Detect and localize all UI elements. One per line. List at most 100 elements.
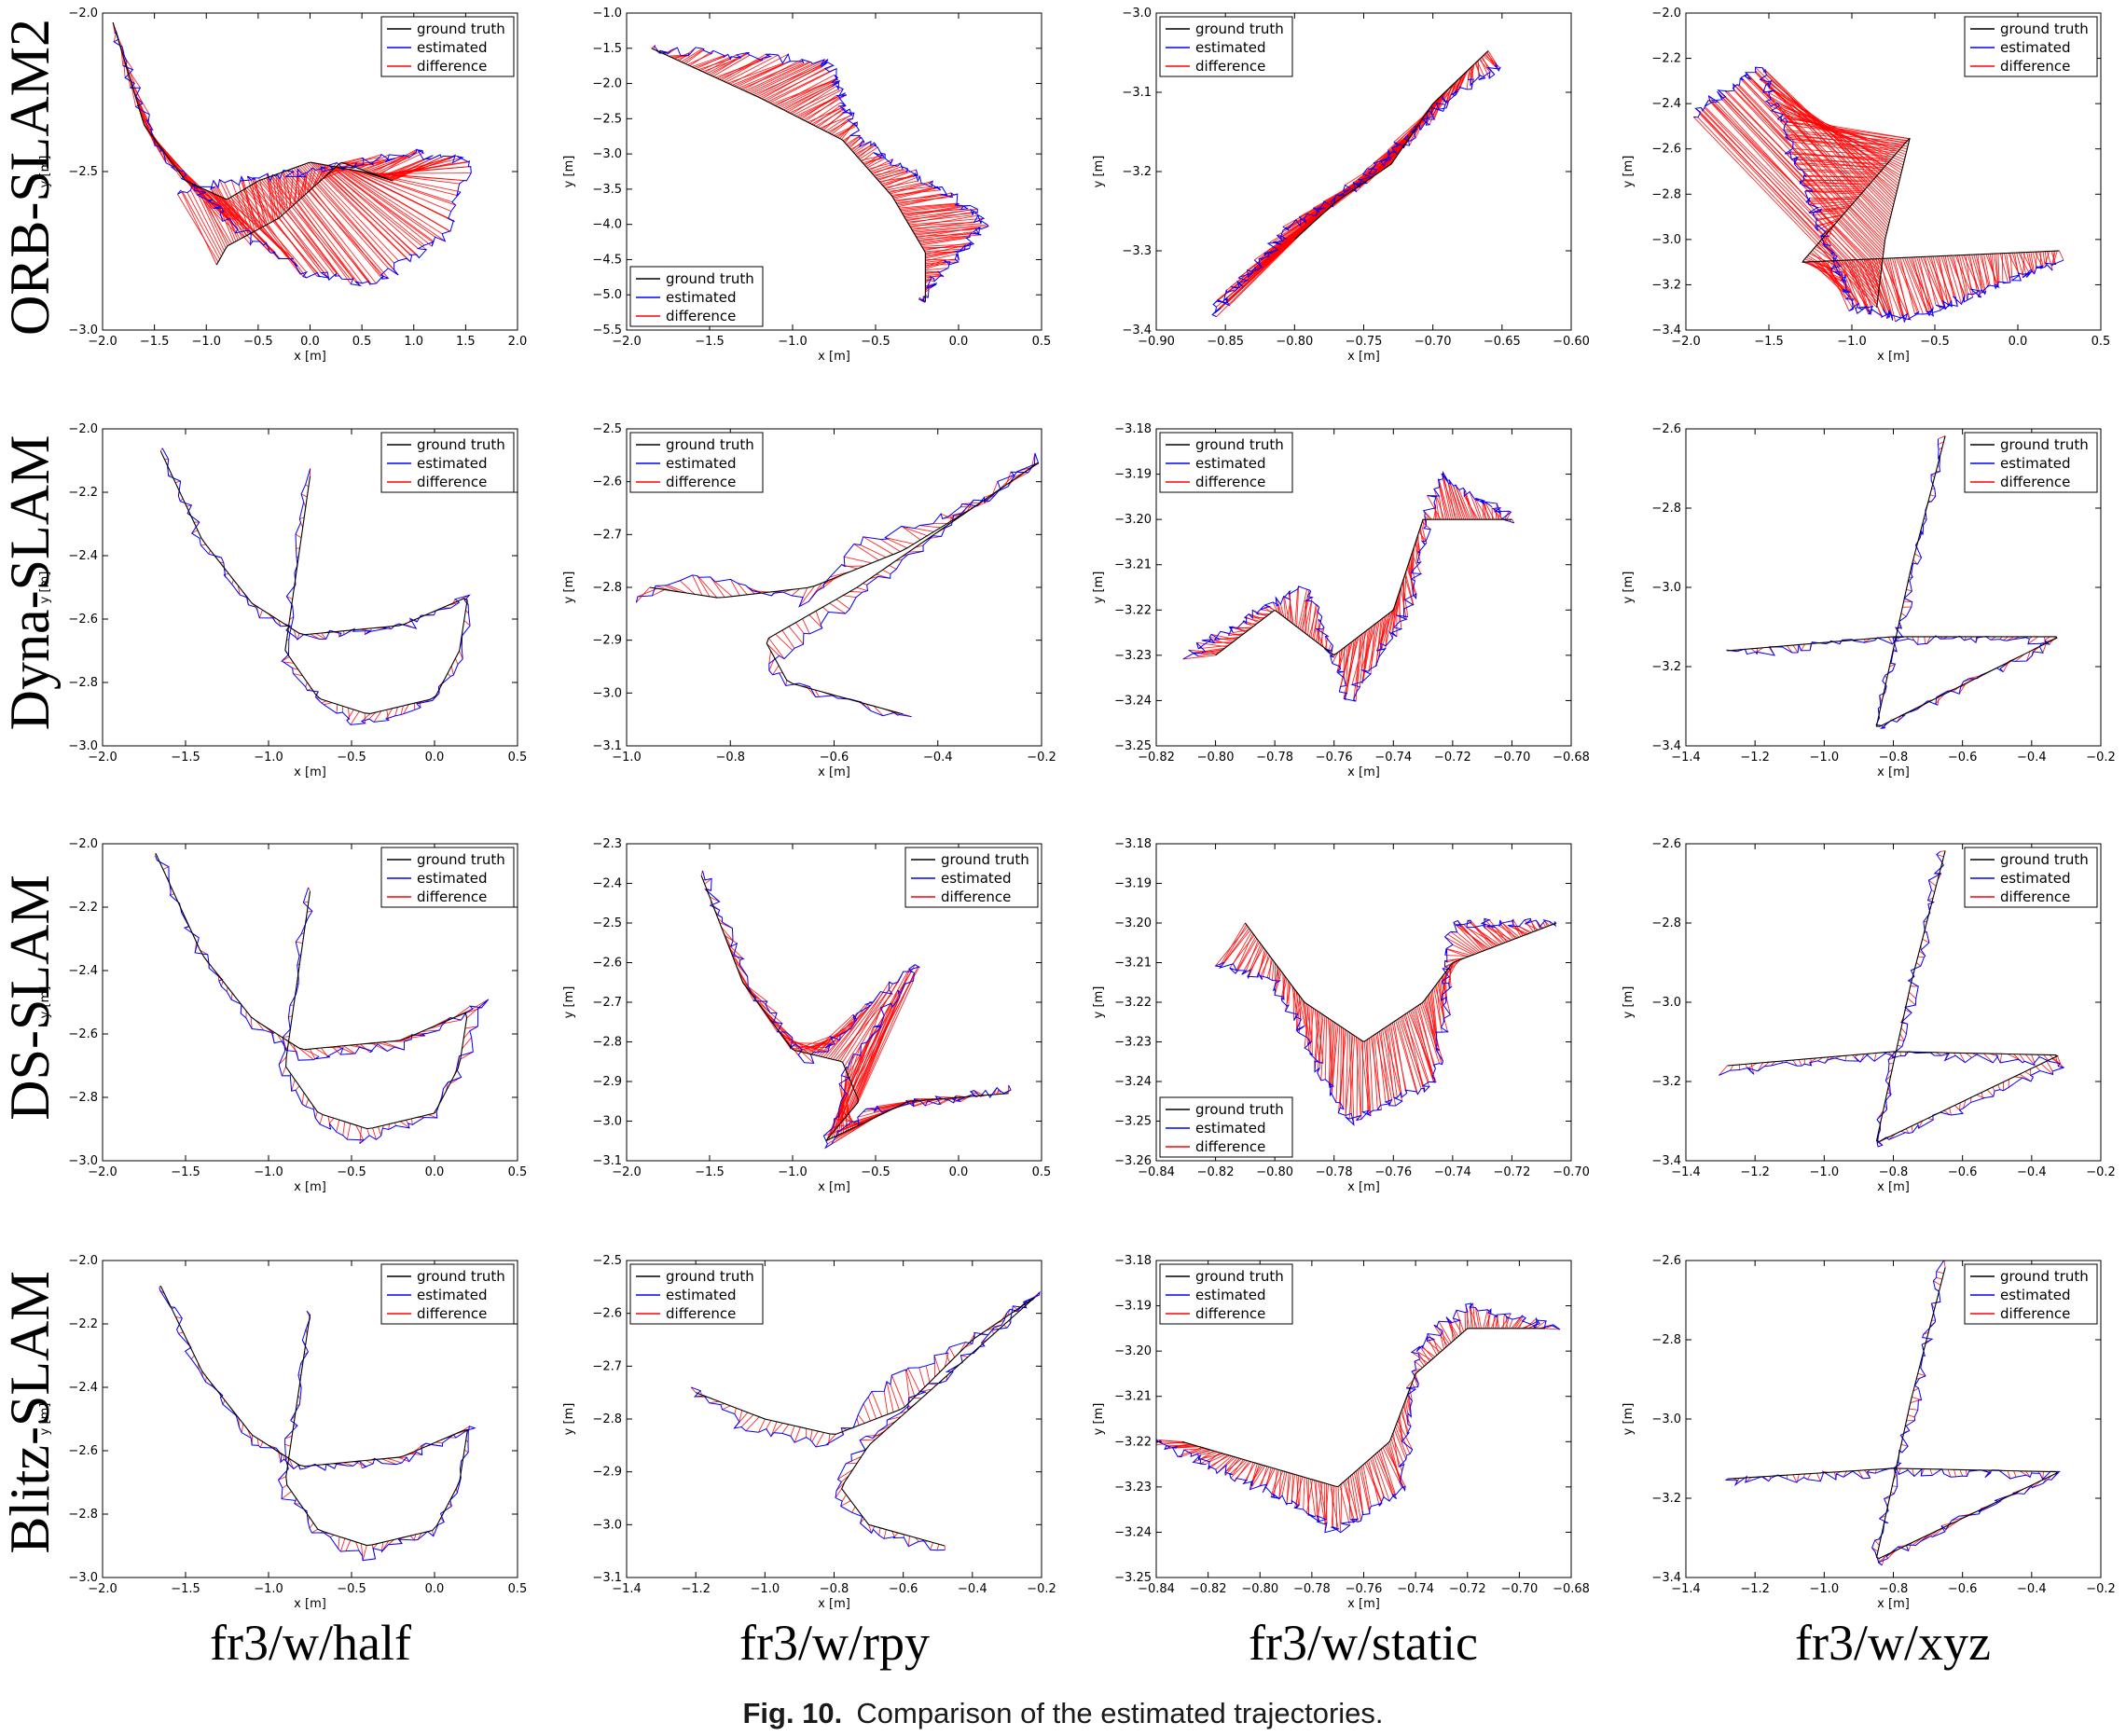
column-label-half: fr3/w/half (210, 1615, 411, 1671)
difference-line (378, 1126, 382, 1137)
difference-line (1506, 511, 1512, 520)
legend-label: difference (2000, 58, 2070, 75)
difference-line (1525, 923, 1539, 930)
x-tick-label: −1.4 (612, 1582, 642, 1596)
x-tick-label: −0.78 (1293, 1582, 1331, 1596)
x-tick-label: −0.70 (1500, 1582, 1538, 1596)
difference-line (1906, 588, 1912, 592)
difference-line (1438, 980, 1444, 1022)
difference-line (764, 1011, 794, 1040)
difference-line (1900, 1130, 1906, 1134)
difference-line (1900, 613, 1907, 617)
difference-line (1917, 1372, 1926, 1377)
difference-line (766, 1420, 772, 1429)
difference-line (250, 1016, 253, 1029)
difference-line (1005, 472, 1012, 486)
difference-line (1230, 1460, 1249, 1479)
y-tick-label: −2.6 (592, 957, 622, 971)
difference-line (1229, 626, 1251, 629)
difference-line (301, 164, 395, 270)
difference-line (919, 1388, 932, 1393)
difference-line (1750, 648, 1756, 653)
x-tick-label: −1.0 (254, 1165, 283, 1179)
difference-line (435, 1441, 443, 1444)
difference-line (916, 227, 980, 239)
x-tick-label: 1.0 (404, 335, 423, 349)
difference-line (886, 1381, 894, 1412)
difference-line (2040, 1063, 2053, 1075)
legend: ground truth estimated difference (1159, 432, 1293, 493)
difference-line (259, 1441, 264, 1448)
plot-area (1725, 1261, 2061, 1566)
legend-label: ground truth (666, 270, 754, 287)
difference-line (872, 1525, 876, 1530)
y-axis-label: y [m] (1092, 1403, 1106, 1436)
difference-line (1380, 609, 1394, 644)
x-axis-label: x [m] (1347, 765, 1380, 779)
difference-line (1294, 588, 1299, 626)
difference-line (1370, 620, 1380, 669)
difference-line (1296, 586, 1300, 627)
difference-line (729, 947, 740, 961)
difference-line (1887, 257, 1903, 315)
y-tick-label: −3.22 (1114, 996, 1152, 1010)
difference-line (455, 657, 459, 665)
difference-line (1786, 133, 1901, 148)
difference-line (1405, 1397, 1412, 1417)
difference-line (841, 122, 855, 140)
difference-line (900, 204, 955, 212)
difference-line (706, 52, 749, 75)
difference-line (681, 48, 703, 62)
difference-line (717, 57, 764, 79)
difference-line (170, 893, 174, 896)
difference-line (1324, 1483, 1329, 1533)
difference-line (918, 232, 972, 242)
difference-line (1291, 1474, 1295, 1501)
difference-line (1501, 922, 1520, 938)
difference-line (1391, 1022, 1408, 1094)
difference-line (1936, 1271, 1944, 1274)
difference-line (925, 259, 946, 267)
difference-line (332, 165, 433, 247)
difference-line (1956, 255, 1968, 300)
difference-line (297, 166, 389, 269)
difference-line (870, 164, 890, 172)
difference-line (1297, 589, 1308, 628)
x-tick-label: 0.0 (2009, 335, 2028, 349)
difference-line (1922, 938, 1930, 944)
difference-line (200, 544, 206, 546)
difference-line (1930, 255, 1944, 301)
difference-line (1747, 1062, 1758, 1069)
difference-line (1487, 1312, 1490, 1329)
y-tick-label: −2.6 (1651, 837, 1681, 851)
difference-line (664, 585, 681, 593)
y-tick-label: −2.2 (68, 1317, 98, 1331)
difference-line (1884, 1075, 1892, 1082)
difference-line (1909, 1408, 1918, 1411)
difference-line (808, 614, 823, 629)
difference-line (302, 172, 309, 197)
difference-line (826, 1041, 867, 1141)
difference-line (698, 576, 718, 599)
difference-line (413, 1534, 417, 1541)
y-tick-label: −3.22 (1114, 1435, 1152, 1449)
difference-line (1348, 1477, 1351, 1520)
x-tick-label: −0.70 (1494, 751, 1531, 765)
difference-line (907, 214, 973, 223)
difference-line (1266, 959, 1274, 978)
difference-line (1874, 1539, 1880, 1546)
difference-line (1427, 1333, 1443, 1351)
difference-line (840, 1075, 844, 1133)
y-axis-label: y [m] (1092, 572, 1106, 604)
difference-line (1357, 1469, 1364, 1515)
difference-line (1535, 1320, 1547, 1330)
difference-line (736, 61, 791, 88)
y-tick-label: −3.1 (592, 1154, 622, 1168)
difference-line (1403, 1014, 1430, 1087)
difference-line (1376, 1032, 1387, 1103)
x-axis-label: x [m] (1347, 350, 1380, 364)
difference-line (2046, 1060, 2053, 1072)
difference-line (1191, 1448, 1208, 1454)
difference-line (1824, 231, 1829, 245)
difference-line (298, 1047, 314, 1060)
